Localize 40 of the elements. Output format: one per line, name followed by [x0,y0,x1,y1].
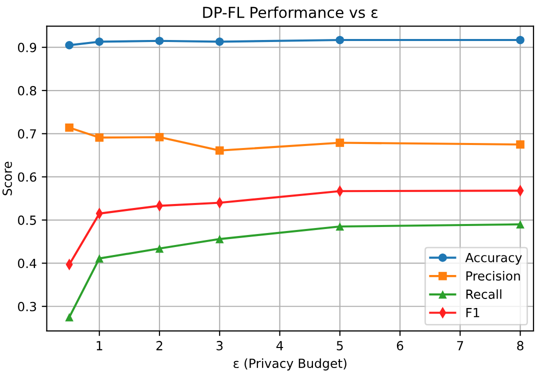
point [155,244,164,253]
point [215,38,224,46]
point [336,138,344,147]
y-tick-label: 0.5 [18,216,36,225]
point [516,140,524,149]
point [65,313,74,322]
legend-label: Precision [466,270,520,281]
x-tick-label: 1 [96,341,102,350]
legend-label: Recall [466,289,502,299]
y-axis-title: Score [2,162,12,196]
y-tick-label: 0.6 [18,172,36,182]
point [516,220,524,229]
x-tick-label: 7 [457,341,464,350]
y-tick-label: 0.9 [18,42,36,52]
legend-label: F1 [466,308,480,318]
x-tick-label: 3 [216,340,223,350]
x-tick-label: 4 [276,341,284,350]
x-tick-label: 5 [336,341,343,350]
point [95,38,104,46]
x-tick-label: 8 [517,340,524,350]
x-tick-label: 2 [156,340,162,350]
chart-title: DP-FL Performance vs ε [203,6,378,18]
point [65,123,74,132]
y-tick-label: 0.4 [18,258,36,268]
y-tick-label: 0.3 [18,302,36,312]
x-tick-label: 6 [396,340,404,350]
y-tick-label: 0.8 [18,86,36,96]
point [155,36,164,46]
y-tick-label: 0.7 [18,129,36,139]
legend-label: Accuracy [465,252,522,265]
point [336,222,344,231]
x-axis-title: ε (Privacy Budget) [234,358,346,370]
point [215,234,224,244]
point [155,132,164,142]
point [516,36,524,44]
point [336,36,344,44]
point [215,146,224,155]
point [95,133,104,142]
point [65,41,74,50]
point [95,254,104,263]
